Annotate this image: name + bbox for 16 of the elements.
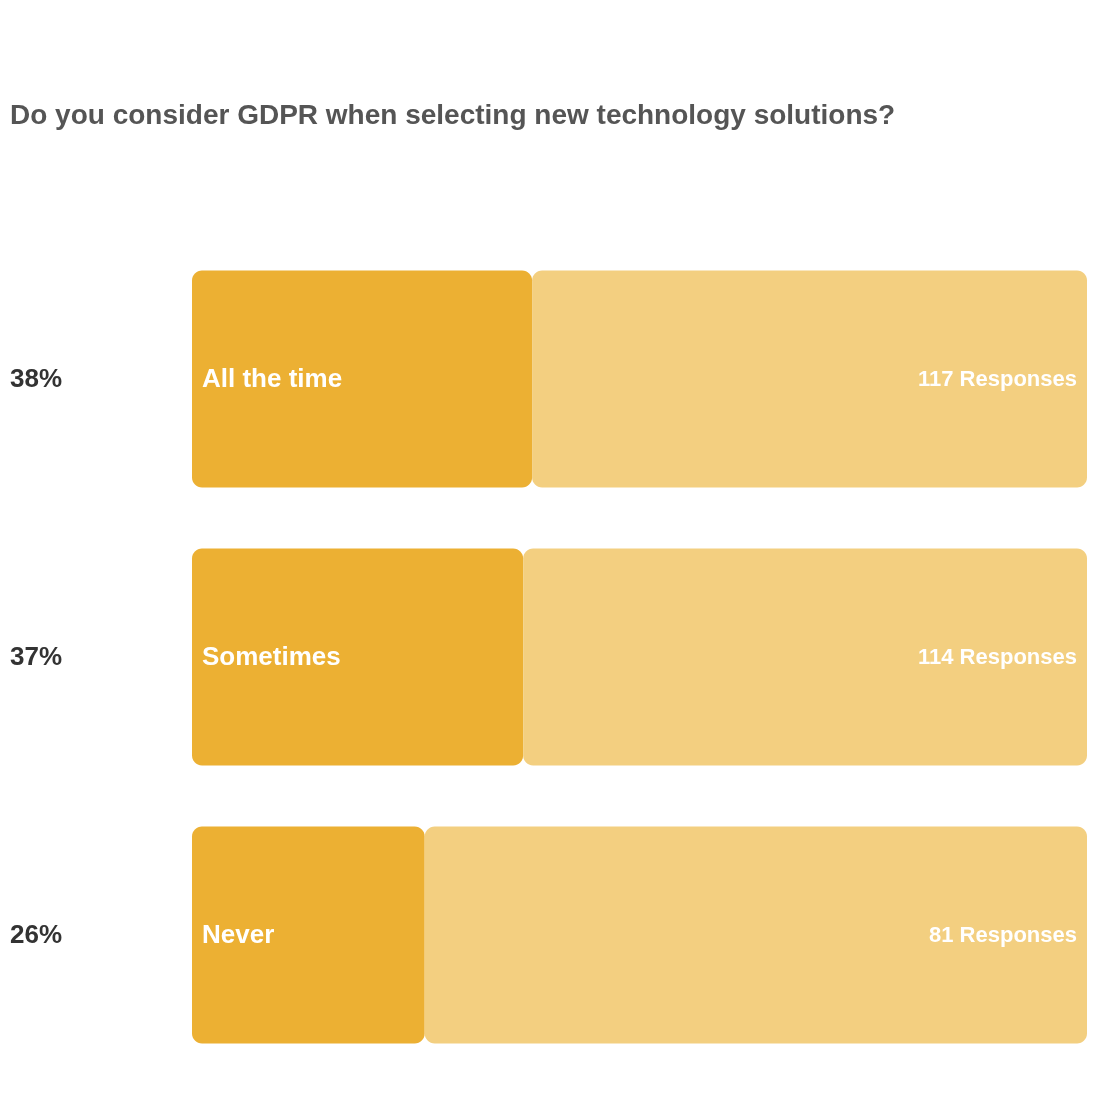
bar [192,548,524,766]
y-tick-label: All the time [202,363,343,393]
data-label: 26% [10,919,63,949]
bar [192,270,533,488]
y-tick-label: Sometimes [202,641,341,671]
data-label: 37% [10,641,63,671]
annotation: 114 Responses [918,644,1077,669]
bar [532,270,1087,488]
annotation: 81 Responses [929,922,1077,947]
chart-title: Do you consider GDPR when selecting new technology solutions? [10,99,896,130]
bar [424,826,1087,1044]
data-label: 38% [10,363,63,393]
y-tick-label: Never [202,919,275,949]
bar [192,826,425,1044]
annotation: 117 Responses [918,366,1077,391]
bar [523,548,1087,766]
